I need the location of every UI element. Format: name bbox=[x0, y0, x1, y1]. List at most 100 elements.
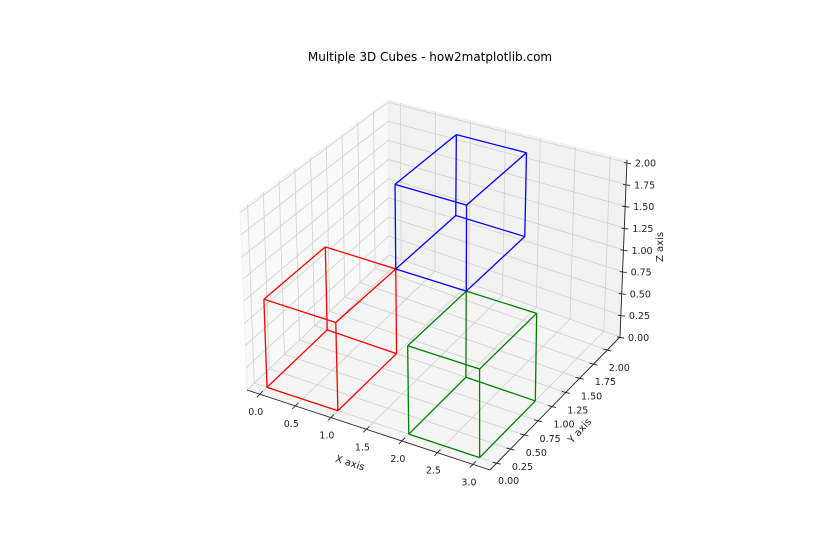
gridline-y-side bbox=[294, 169, 300, 341]
gridline-y-side bbox=[247, 204, 255, 384]
cube-edge bbox=[408, 376, 467, 435]
gridline-y-side bbox=[262, 192, 270, 369]
gridline-z-back bbox=[388, 120, 627, 185]
x-tick-mark bbox=[256, 390, 264, 398]
gridline-x-back bbox=[535, 138, 541, 308]
gridline-y-side bbox=[341, 134, 346, 297]
cube-edge bbox=[524, 152, 528, 237]
gridline-y-side bbox=[357, 122, 361, 283]
x-tick-label: 3.0 bbox=[461, 477, 476, 488]
cube-edge bbox=[479, 400, 536, 459]
x-tick-label: 1.0 bbox=[319, 431, 334, 442]
gridline-x-floor bbox=[366, 294, 503, 430]
gridline-z-side bbox=[239, 101, 389, 213]
gridline-z-side bbox=[244, 197, 389, 324]
y-tick-mark bbox=[534, 419, 543, 423]
cube-edge bbox=[263, 299, 268, 388]
gridline-z-back bbox=[388, 254, 621, 338]
gridline-y-floor bbox=[299, 339, 539, 422]
cube bbox=[407, 290, 538, 459]
cube-edge bbox=[395, 215, 457, 270]
gridline-z-back bbox=[388, 178, 624, 251]
cube-edge bbox=[395, 268, 467, 292]
y-tick-label: 0.00 bbox=[498, 476, 519, 487]
z-tick-label: 0.25 bbox=[629, 311, 650, 322]
y-axis-line bbox=[489, 336, 621, 471]
y-tick-label: 0.75 bbox=[540, 434, 561, 445]
x-axis-line bbox=[246, 389, 491, 471]
cube-edge bbox=[335, 268, 397, 323]
y-tick-label: 1.75 bbox=[595, 377, 616, 388]
cube bbox=[394, 133, 528, 292]
gridline-y-floor bbox=[284, 354, 525, 436]
gridline-z-side bbox=[246, 254, 390, 391]
gridline-z-back bbox=[388, 140, 626, 207]
gridline-z-back bbox=[388, 197, 623, 272]
x-tick-mark bbox=[398, 437, 406, 445]
cube-edge bbox=[466, 152, 527, 206]
cube bbox=[263, 246, 398, 412]
gridline-z-side bbox=[240, 121, 389, 236]
cube-edge bbox=[395, 269, 398, 354]
gridline-x-floor bbox=[295, 271, 436, 407]
z-axis-label: Z axis bbox=[655, 232, 666, 262]
z-tick-label: 0.75 bbox=[631, 268, 652, 279]
cube-edge bbox=[326, 329, 397, 355]
z-tick-label: 1.75 bbox=[634, 180, 655, 191]
x-tick-label: 0.0 bbox=[248, 407, 263, 418]
x-axis-label: X axis bbox=[334, 454, 366, 474]
y-tick-mark bbox=[506, 447, 515, 451]
x-tick-mark bbox=[291, 402, 299, 410]
y-tick-mark bbox=[492, 461, 501, 465]
x-tick-label: 0.5 bbox=[284, 419, 299, 430]
cube-edge bbox=[335, 322, 339, 411]
gridline-y-floor bbox=[344, 296, 580, 379]
z-tick-mark bbox=[622, 183, 631, 186]
z-tick-label: 1.50 bbox=[633, 202, 654, 213]
gridline-y-side bbox=[310, 157, 316, 326]
gridline-y-floor bbox=[329, 310, 566, 393]
cube-edge bbox=[394, 134, 457, 185]
gridline-x-back bbox=[569, 147, 576, 320]
y-tick-label: 1.00 bbox=[553, 420, 574, 431]
z-tick-mark bbox=[623, 162, 631, 165]
z-axis-line bbox=[619, 159, 628, 338]
cube-edge bbox=[456, 133, 527, 154]
x-tick-mark bbox=[434, 449, 441, 457]
z-tick-mark bbox=[617, 314, 625, 317]
x-tick-label: 1.5 bbox=[355, 442, 370, 453]
y-tick-mark bbox=[603, 348, 612, 352]
cube-edge bbox=[465, 376, 536, 402]
z-tick-label: 0.00 bbox=[628, 333, 649, 344]
gridline-y-side bbox=[278, 180, 285, 355]
cube-edge bbox=[455, 134, 457, 216]
z-tick-label: 2.00 bbox=[635, 159, 656, 170]
gridline-x-floor bbox=[437, 318, 571, 453]
z-tick-label: 0.50 bbox=[630, 289, 651, 300]
cube-edge bbox=[324, 246, 328, 330]
z-tick-label: 1.00 bbox=[631, 246, 652, 257]
x-tick-mark bbox=[363, 425, 370, 433]
cube-edge bbox=[266, 329, 328, 388]
gridline-z-side bbox=[243, 178, 389, 302]
cube-edge bbox=[455, 214, 525, 238]
cubes bbox=[263, 133, 538, 459]
cube-edge bbox=[408, 433, 480, 459]
gridline-x-back bbox=[502, 129, 506, 296]
x-tick-mark bbox=[469, 461, 477, 468]
x-tick-label: 2.0 bbox=[390, 454, 405, 465]
z-tick-mark bbox=[616, 336, 625, 339]
cube-edge bbox=[407, 290, 467, 347]
gridline-y-side bbox=[373, 110, 376, 269]
panes bbox=[239, 99, 628, 471]
cube-edge bbox=[337, 353, 397, 412]
cube-edge bbox=[534, 313, 538, 401]
gridline-z-side bbox=[242, 159, 389, 280]
y-tick-label: 1.25 bbox=[567, 405, 588, 416]
cube-edge bbox=[266, 386, 339, 412]
y-tick-label: 0.25 bbox=[512, 462, 533, 473]
cube-edge bbox=[394, 183, 467, 206]
cube-edge bbox=[407, 345, 480, 370]
z-tick-mark bbox=[618, 292, 626, 295]
